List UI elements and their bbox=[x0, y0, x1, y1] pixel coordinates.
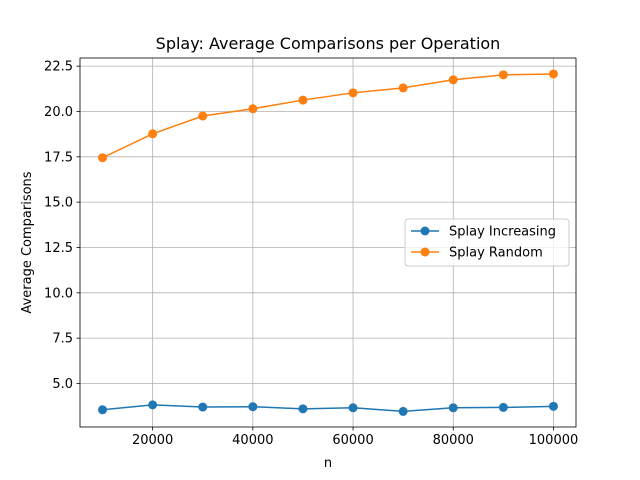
y-tick-label: 10.0 bbox=[44, 286, 73, 301]
data-point bbox=[448, 75, 458, 85]
chart-title: Splay: Average Comparisons per Operation bbox=[156, 34, 501, 53]
data-point bbox=[98, 153, 108, 163]
legend-swatch-marker bbox=[420, 247, 430, 257]
y-tick-label: 15.0 bbox=[44, 196, 73, 211]
data-point bbox=[498, 402, 508, 412]
x-tick-label: 100000 bbox=[529, 433, 579, 448]
data-point bbox=[298, 95, 308, 105]
plot-frame bbox=[79, 57, 577, 428]
y-ticks: 5.0 7.5 10.0 12.5 15.0 17.5 20.0 22.5 bbox=[44, 60, 80, 392]
y-tick-label: 7.5 bbox=[52, 332, 73, 347]
data-point bbox=[348, 88, 358, 98]
data-point bbox=[398, 83, 408, 93]
data-point bbox=[498, 70, 508, 80]
data-point bbox=[548, 401, 558, 411]
legend: Splay Increasing Splay Random bbox=[404, 218, 570, 267]
data-point bbox=[348, 403, 358, 413]
legend-box bbox=[404, 218, 570, 267]
data-point bbox=[248, 104, 258, 114]
data-point bbox=[198, 111, 208, 121]
data-point bbox=[448, 403, 458, 413]
x-ticks: 20000 40000 60000 80000 100000 bbox=[132, 427, 578, 448]
x-tick-label: 60000 bbox=[332, 433, 373, 448]
y-axis-label: Average Comparisons bbox=[20, 171, 35, 313]
y-tick-label: 12.5 bbox=[44, 241, 73, 256]
series-line bbox=[102, 73, 554, 159]
grid bbox=[80, 58, 576, 427]
y-tick-label: 22.5 bbox=[44, 60, 73, 75]
y-tick-label: 17.5 bbox=[44, 150, 73, 165]
x-tick-label: 20000 bbox=[132, 433, 173, 448]
data-point bbox=[98, 405, 108, 415]
series-line bbox=[102, 404, 554, 413]
data-point bbox=[198, 402, 208, 412]
series-layer bbox=[98, 69, 558, 416]
x-axis-label: n bbox=[324, 456, 332, 471]
data-point bbox=[398, 406, 408, 416]
data-point bbox=[248, 402, 258, 412]
legend-label: Splay Random bbox=[449, 246, 543, 261]
data-point bbox=[148, 129, 158, 139]
data-point bbox=[298, 404, 308, 414]
y-tick-label: 5.0 bbox=[52, 377, 73, 392]
legend-swatch-marker bbox=[420, 226, 430, 236]
x-tick-label: 40000 bbox=[232, 433, 273, 448]
data-point bbox=[148, 400, 158, 410]
series-0 bbox=[98, 400, 558, 416]
legend-label: Splay Increasing bbox=[449, 225, 556, 240]
series-1 bbox=[98, 69, 558, 163]
y-tick-label: 20.0 bbox=[44, 105, 73, 120]
data-point bbox=[548, 69, 558, 79]
x-tick-label: 80000 bbox=[433, 433, 474, 448]
